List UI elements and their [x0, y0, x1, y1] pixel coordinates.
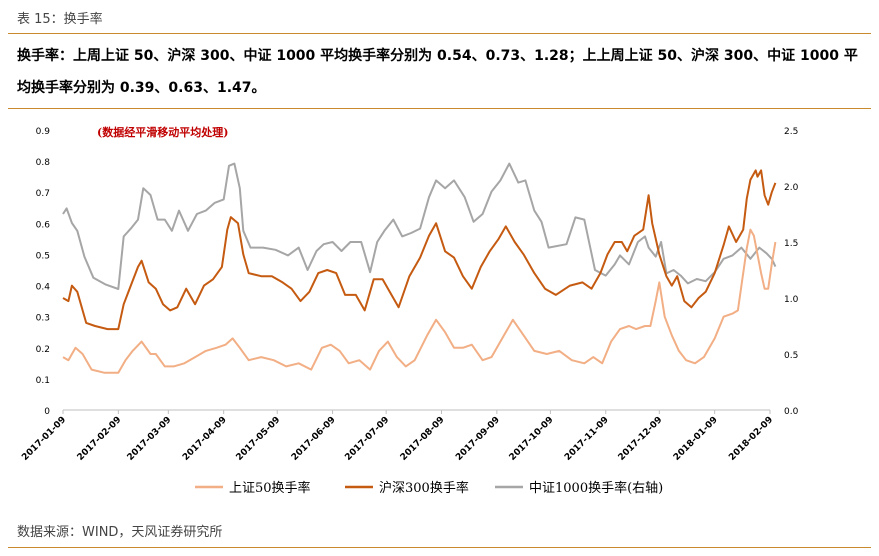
left-tick-label: 0.7: [36, 189, 50, 199]
x-tick-label: 2017-03-09: [126, 415, 174, 463]
right-tick-label: 2.5: [784, 127, 798, 137]
x-tick-label: 2017-09-09: [454, 415, 502, 463]
x-tick-label: 2018-02-09: [727, 415, 775, 463]
series-line-3: [62, 162, 777, 290]
chart-annotation: (数据经平滑移动平均处理): [97, 125, 228, 139]
left-tick-label: 0.2: [36, 345, 50, 355]
x-tick-label: 2017-07-09: [343, 415, 391, 463]
right-tick-label: 0.0: [784, 407, 799, 417]
chart-legend: 上证50换手率 沪深300换手率 中证1000换手率(右轴): [195, 480, 663, 496]
left-tick-label: 0.5: [36, 251, 50, 261]
series-line-2: [62, 169, 777, 331]
right-tick-label: 2.0: [784, 183, 799, 193]
x-tick-label: 2017-06-09: [290, 415, 338, 463]
summary-text: 换手率：上周上证 50、沪深 300、中证 1000 平均换手率分别为 0.54…: [17, 48, 858, 96]
x-tick-label: 2017-05-09: [235, 415, 283, 463]
rule-bottom: [8, 547, 871, 548]
series-lines: [62, 162, 777, 374]
x-tick-label: 2017-11-09: [563, 415, 611, 463]
x-tick-label: 2017-10-09: [508, 415, 556, 463]
table-caption: 表 15：换手率: [17, 12, 103, 27]
data-source: 数据来源：WIND，天风证券研究所: [17, 525, 223, 540]
x-axis-ticks: 2017-01-09 2017-02-09 2017-03-09 2017-04-09…: [20, 410, 775, 463]
left-tick-label: 0: [44, 407, 50, 417]
right-axis-ticks: 0.0 0.5 1.0 1.5 2.0 2.5: [784, 127, 799, 417]
x-tick-label: 2017-04-09: [181, 415, 229, 463]
legend-label: 中证1000换手率(右轴): [529, 480, 663, 496]
left-tick-label: 0.6: [36, 220, 51, 230]
right-tick-label: 0.5: [784, 351, 798, 361]
turnover-line-chart: 0 0.1 0.2 0.3 0.4 0.5 0.6 0.7 0.8 0.9 0.0 0.5 1.0 1.…: [20, 125, 799, 496]
x-tick-label: 2017-08-09: [399, 415, 447, 463]
rule-middle: [8, 108, 871, 109]
x-tick-label: 2018-01-09: [672, 415, 720, 463]
left-tick-label: 0.8: [36, 158, 51, 168]
left-tick-label: 0.3: [36, 314, 50, 324]
left-tick-label: 0.1: [36, 376, 50, 386]
right-tick-label: 1.5: [784, 239, 798, 249]
right-tick-label: 1.0: [784, 295, 799, 305]
series-line-1: [62, 228, 777, 374]
x-tick-label: 2017-02-09: [76, 415, 124, 463]
x-tick-label: 2017-12-09: [617, 415, 665, 463]
left-tick-label: 0.4: [36, 283, 51, 293]
x-tick-label: 2017-01-09: [20, 415, 68, 463]
left-tick-label: 0.9: [36, 127, 51, 137]
left-axis-ticks: 0 0.1 0.2 0.3 0.4 0.5 0.6 0.7 0.8 0.9: [36, 127, 51, 417]
rule-top: [8, 33, 871, 34]
legend-label: 沪深300换手率: [379, 480, 469, 496]
legend-label: 上证50换手率: [229, 480, 311, 496]
